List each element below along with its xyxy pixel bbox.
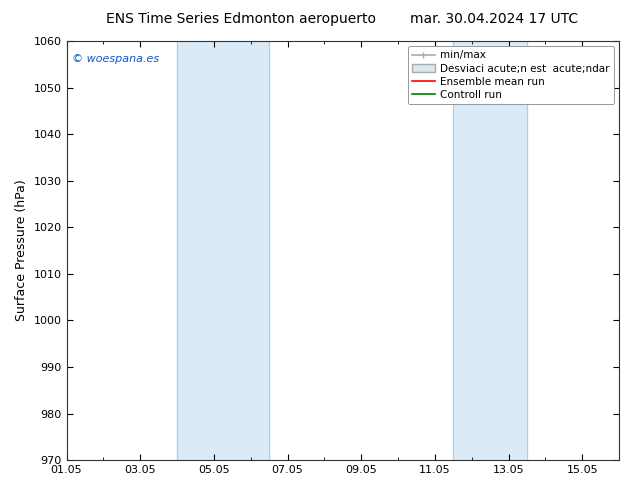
Y-axis label: Surface Pressure (hPa): Surface Pressure (hPa) bbox=[15, 180, 28, 321]
Bar bbox=[453, 41, 527, 460]
Text: mar. 30.04.2024 17 UTC: mar. 30.04.2024 17 UTC bbox=[410, 12, 579, 26]
Bar bbox=[177, 41, 269, 460]
Legend: min/max, Desviaci acute;n est  acute;ndar, Ensemble mean run, Controll run: min/max, Desviaci acute;n est acute;ndar… bbox=[408, 46, 614, 104]
Text: © woespana.es: © woespana.es bbox=[72, 53, 159, 64]
Text: ENS Time Series Edmonton aeropuerto: ENS Time Series Edmonton aeropuerto bbox=[106, 12, 376, 26]
